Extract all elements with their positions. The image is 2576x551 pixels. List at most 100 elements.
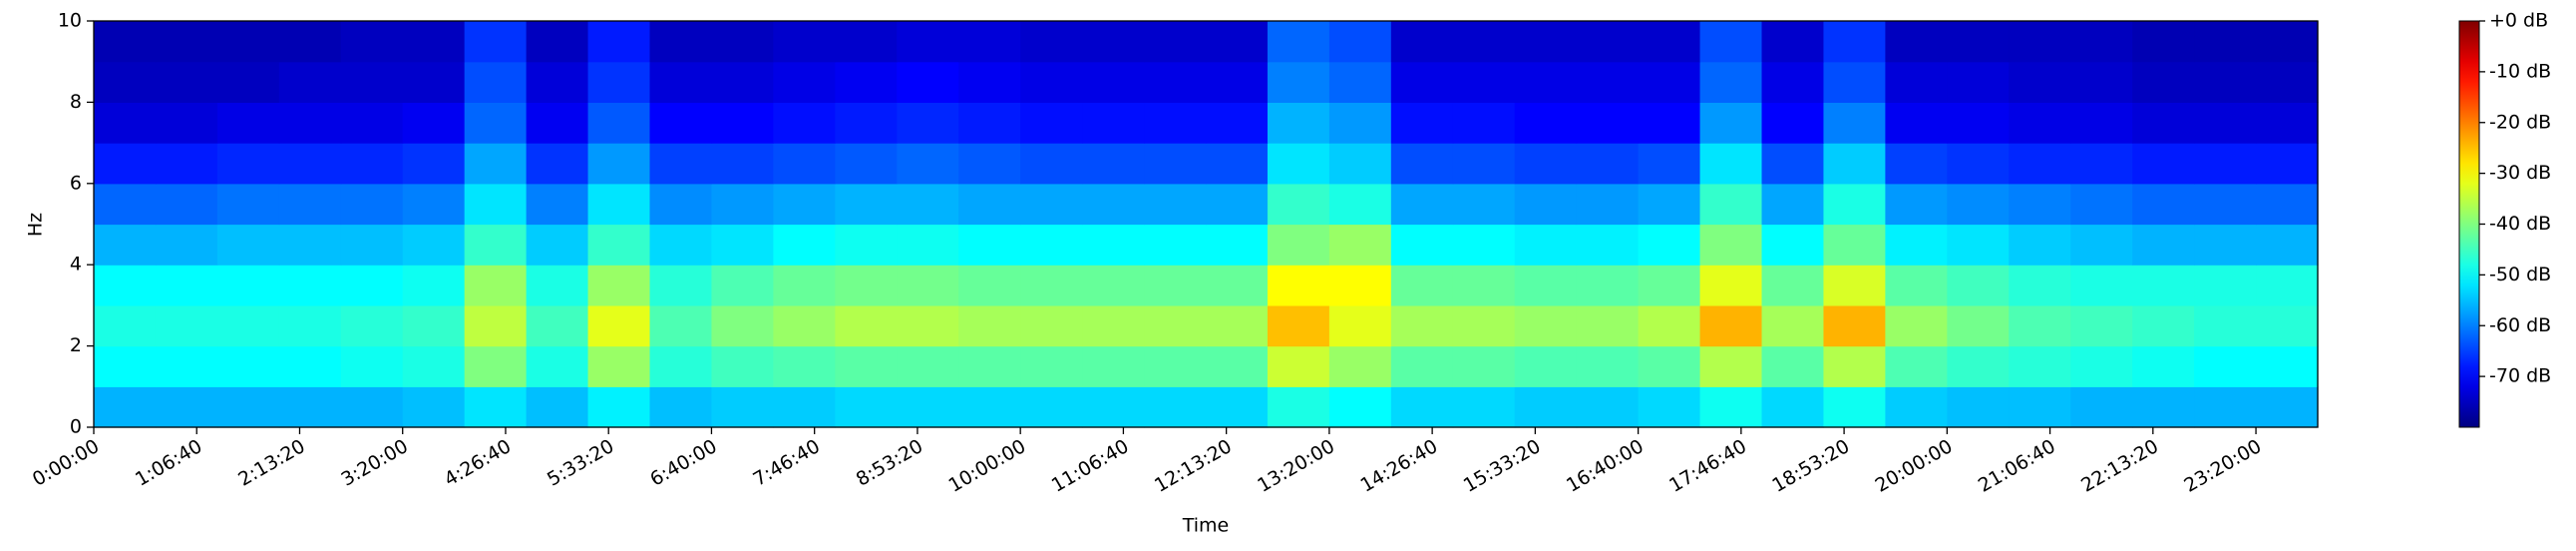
spectrogram-cell (1328, 345, 1392, 387)
spectrogram-cell (1206, 345, 1269, 387)
spectrogram-cell (711, 386, 774, 428)
spectrogram-cell (1328, 386, 1392, 428)
spectrogram-cell (649, 61, 713, 103)
spectrogram-cell (1267, 102, 1330, 144)
spectrogram-cell (155, 143, 218, 185)
spectrogram-cell (1082, 345, 1145, 387)
spectrogram-cell (1823, 21, 1886, 63)
spectrogram-cell (1390, 386, 1454, 428)
spectrogram-cell (155, 345, 218, 387)
spectrogram-cell (1947, 143, 2010, 185)
spectrogram-cell (1576, 143, 1640, 185)
spectrogram-cell (1823, 304, 1886, 347)
spectrogram-cell (1699, 304, 1763, 347)
spectrogram-cell (897, 143, 959, 185)
spectrogram-cell (94, 102, 157, 144)
colorbar-tick-label: -70 dB (2489, 365, 2551, 387)
spectrogram-cell (587, 265, 651, 306)
spectrogram-cell (587, 304, 651, 347)
spectrogram-cell (2132, 183, 2195, 226)
plot-frame (93, 20, 2319, 428)
spectrogram-cell (2194, 143, 2257, 185)
spectrogram-cell (1576, 345, 1640, 387)
spectrogram-cell (1328, 265, 1392, 306)
spectrogram-cell (2132, 265, 2195, 306)
spectrogram-cell (1020, 345, 1083, 387)
spectrogram-cell (1638, 61, 1701, 103)
spectrogram-cell (1514, 386, 1578, 428)
colorbar-tick-label: -10 dB (2489, 60, 2551, 82)
spectrogram-cell (1823, 224, 1886, 266)
spectrogram-cell (2256, 183, 2319, 226)
spectrogram-cell (2256, 345, 2319, 387)
spectrogram-cell (711, 183, 774, 226)
spectrogram-cell (1082, 183, 1145, 226)
spectrogram-cell (155, 265, 218, 306)
spectrogram-cell (1761, 21, 1825, 63)
x-tick-label: 1:06:40 (132, 435, 205, 491)
spectrogram-cell (1947, 61, 2010, 103)
spectrogram-cell (94, 304, 157, 347)
colorbar-tick-label: -40 dB (2489, 213, 2551, 235)
spectrogram-cell (1452, 345, 1516, 387)
spectrogram-cell (897, 21, 959, 63)
spectrogram-cell (1390, 143, 1454, 185)
spectrogram-cell (649, 345, 713, 387)
spectrogram-cell (278, 143, 342, 185)
spectrogram-cell (1947, 102, 2010, 144)
spectrogram-cell (464, 143, 528, 185)
spectrogram-cell (1082, 386, 1145, 428)
spectrogram-cell (464, 224, 528, 266)
spectrogram-cell (402, 21, 466, 63)
spectrogram-cell (1638, 21, 1701, 63)
spectrogram-cell (649, 102, 713, 144)
x-tick-label: 7:46:40 (749, 435, 823, 491)
x-tick-label: 11:06:40 (1048, 435, 1133, 497)
x-tick-label: 3:20:00 (338, 435, 412, 491)
spectrogram-cell (835, 345, 898, 387)
spectrogram-cell (1761, 143, 1825, 185)
spectrogram-cell (2194, 304, 2257, 347)
spectrogram-cell (711, 345, 774, 387)
spectrogram-cell (1390, 224, 1454, 266)
spectrogram-cell (1328, 61, 1392, 103)
spectrogram-cell (2009, 102, 2071, 144)
x-tick-label: 23:20:00 (2180, 435, 2265, 497)
spectrogram-cell (155, 224, 218, 266)
spectrogram-cell (773, 143, 836, 185)
spectrogram-cell (402, 304, 466, 347)
spectrogram-cell (2132, 224, 2195, 266)
x-tick-label: 0:00:00 (29, 435, 103, 491)
spectrogram-cell (2256, 304, 2319, 347)
spectrogram-cell (526, 265, 589, 306)
y-tick-label: 6 (70, 172, 82, 194)
colorbar-tick-label: -50 dB (2489, 264, 2551, 285)
spectrogram-cell (1020, 265, 1083, 306)
spectrogram-cell (1699, 21, 1763, 63)
spectrogram-cell (1638, 345, 1701, 387)
spectrogram-cell (1452, 386, 1516, 428)
spectrogram-cell (649, 183, 713, 226)
spectrogram-cell (1267, 304, 1330, 347)
spectrogram-cell (2256, 265, 2319, 306)
spectrogram-cell (1144, 224, 1207, 266)
spectrogram-cell (1390, 345, 1454, 387)
spectrogram-cell (2256, 21, 2319, 63)
spectrogram-cell (526, 345, 589, 387)
spectrogram-cell (216, 265, 280, 306)
spectrogram-cell (155, 102, 218, 144)
spectrogram-cell (526, 61, 589, 103)
spectrogram-cell (155, 61, 218, 103)
spectrogram-cell (464, 386, 528, 428)
spectrogram-cell (835, 21, 898, 63)
spectrogram-cell (1267, 61, 1330, 103)
spectrogram-cell (1144, 102, 1207, 144)
spectrogram-cell (649, 21, 713, 63)
spectrogram-cell (2070, 102, 2133, 144)
spectrogram-cell (94, 224, 157, 266)
spectrogram-cell (1328, 304, 1392, 347)
spectrogram-cell (835, 265, 898, 306)
spectrogram-cell (2194, 224, 2257, 266)
spectrogram-cell (216, 61, 280, 103)
spectrogram-cell (1761, 183, 1825, 226)
